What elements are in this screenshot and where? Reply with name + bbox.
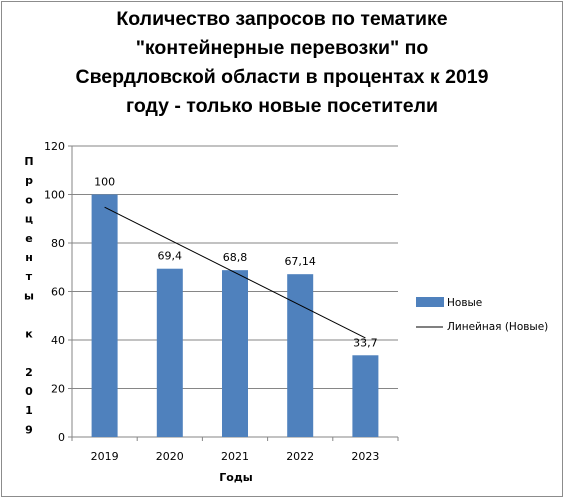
y-axis-title-char: о bbox=[25, 193, 33, 206]
y-axis-title-char: ы bbox=[24, 289, 34, 302]
y-axis-title-char: П bbox=[24, 155, 33, 168]
x-tick-label: 2020 bbox=[156, 450, 184, 463]
data-label-2021: 68,8 bbox=[223, 251, 248, 264]
chart-title-line: Количество запросов по тематике bbox=[116, 8, 447, 30]
bar-2023 bbox=[352, 355, 379, 437]
x-tick-label: 2022 bbox=[286, 450, 314, 463]
y-axis-title-char: р bbox=[25, 174, 33, 187]
legend-label-trendline: Линейная (Новые) bbox=[447, 321, 548, 333]
y-axis-title-char: н bbox=[25, 251, 33, 264]
y-axis-title-char: 9 bbox=[25, 423, 33, 436]
y-tick-labels: 0 20 40 60 80 100 120 bbox=[44, 140, 65, 444]
x-tick-label: 2021 bbox=[221, 450, 249, 463]
data-label-2022: 67,14 bbox=[284, 255, 316, 268]
y-axis-title-char: е bbox=[25, 232, 32, 245]
y-tick-label: 20 bbox=[51, 383, 65, 396]
data-labels: 100 69,4 68,8 67,14 33,7 bbox=[94, 176, 378, 350]
data-label-2019: 100 bbox=[94, 176, 115, 189]
data-label-2020: 69,4 bbox=[158, 250, 183, 263]
chart-title-line: "контейнерные перевозки" по bbox=[136, 37, 429, 59]
y-axis-title-char: 1 bbox=[25, 404, 33, 417]
y-axis-title-char: 2 bbox=[25, 366, 33, 379]
x-axis-title: Годы bbox=[219, 471, 252, 484]
x-tick-label: 2023 bbox=[351, 450, 379, 463]
y-tick-label: 0 bbox=[58, 431, 65, 444]
y-tick-label: 60 bbox=[51, 286, 65, 299]
y-axis-title-char: к bbox=[25, 328, 33, 341]
legend: Новые Линейная (Новые) bbox=[416, 297, 548, 333]
bar-2021 bbox=[222, 270, 248, 437]
y-axis-title-char: т bbox=[26, 270, 33, 283]
chart-title-line: Свердловской области в процентах к 2019 bbox=[75, 66, 488, 88]
legend-label-bars: Новые bbox=[447, 297, 482, 309]
data-label-2023: 33,7 bbox=[353, 336, 378, 349]
linear-trendline bbox=[104, 206, 366, 339]
trendline bbox=[104, 206, 366, 339]
bar-2019 bbox=[91, 194, 118, 437]
y-tick-label: 40 bbox=[51, 334, 65, 347]
gridlines bbox=[72, 145, 398, 389]
chart-title: Количество запросов по тематике "контейне… bbox=[75, 8, 488, 117]
y-tick-label: 100 bbox=[44, 189, 65, 202]
y-axis-title-char: 0 bbox=[25, 385, 33, 398]
y-tick-label: 120 bbox=[44, 140, 65, 153]
legend-swatch-bars bbox=[416, 297, 444, 307]
x-tick-labels: 2019 2020 2021 2022 2023 bbox=[91, 450, 380, 463]
x-tick-label: 2019 bbox=[91, 450, 119, 463]
bars bbox=[91, 194, 379, 437]
bar-2020 bbox=[156, 268, 183, 437]
y-axis-title-char: ц bbox=[25, 213, 33, 226]
y-tick-label: 80 bbox=[51, 237, 65, 250]
bar-2022 bbox=[287, 274, 314, 437]
chart-title-line: году - только новые посетители bbox=[126, 95, 438, 117]
